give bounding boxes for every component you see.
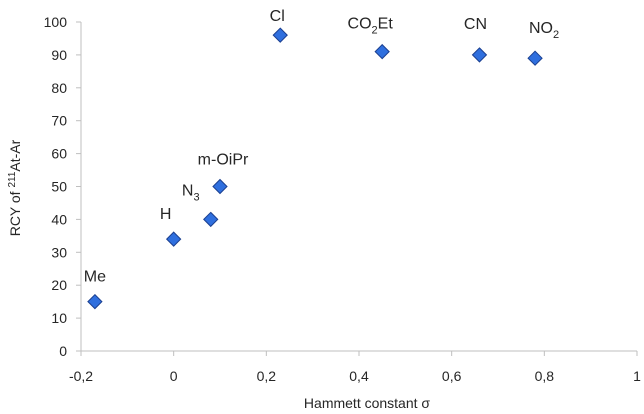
y-tick-label: 90	[51, 47, 67, 63]
y-ticks: 0 10 20 30 40 50 60 70 80 90 100	[44, 14, 81, 359]
y-tick-label: 50	[51, 179, 67, 195]
data-points	[87, 27, 543, 310]
data-point-label: N3	[182, 182, 200, 203]
data-point	[203, 211, 219, 228]
data-point	[212, 178, 228, 195]
data-point-label: Cl	[270, 8, 285, 25]
y-tick-label: 60	[51, 146, 67, 162]
y-tick-label: 10	[51, 310, 67, 326]
data-point	[374, 43, 390, 60]
x-tick-label: 0,4	[349, 368, 369, 384]
x-tick-label: 1	[633, 368, 641, 384]
axes	[80, 22, 637, 352]
x-tick-label: 0	[170, 368, 178, 384]
y-tick-label: 20	[51, 277, 67, 293]
data-point-label: CN	[464, 16, 487, 33]
data-point	[165, 231, 182, 247]
data-point	[471, 47, 488, 63]
y-tick-label: 40	[51, 211, 67, 227]
data-point-label: CO2Et	[348, 16, 394, 37]
x-tick-label: 0,6	[442, 368, 462, 384]
x-tick-label: 0,8	[535, 368, 555, 384]
x-tick-label: -0,2	[69, 368, 93, 384]
x-axis-title: Hammett constant σ	[304, 395, 431, 411]
x-ticks: -0,2 0 0,2 0,4 0,6 0,8 1	[69, 351, 641, 384]
y-tick-label: 100	[44, 14, 68, 30]
data-point-label: Me	[84, 269, 106, 286]
data-point-label: H	[160, 206, 172, 223]
data-point-label: NO2	[529, 20, 559, 41]
y-axis-title: RCY of 211At-Ar	[7, 139, 23, 236]
data-point	[272, 27, 288, 43]
y-tick-label: 0	[59, 343, 67, 359]
y-tick-label: 80	[51, 80, 67, 96]
x-tick-label: 0,2	[257, 368, 277, 384]
data-point	[87, 293, 103, 310]
data-point	[527, 50, 543, 66]
data-point-label: m-OiPr	[198, 152, 249, 169]
y-tick-label: 70	[51, 113, 67, 129]
y-tick-label: 30	[51, 244, 67, 260]
point-labels: Me H N3 m-OiPr Cl CO2Et CN NO2	[84, 8, 559, 285]
